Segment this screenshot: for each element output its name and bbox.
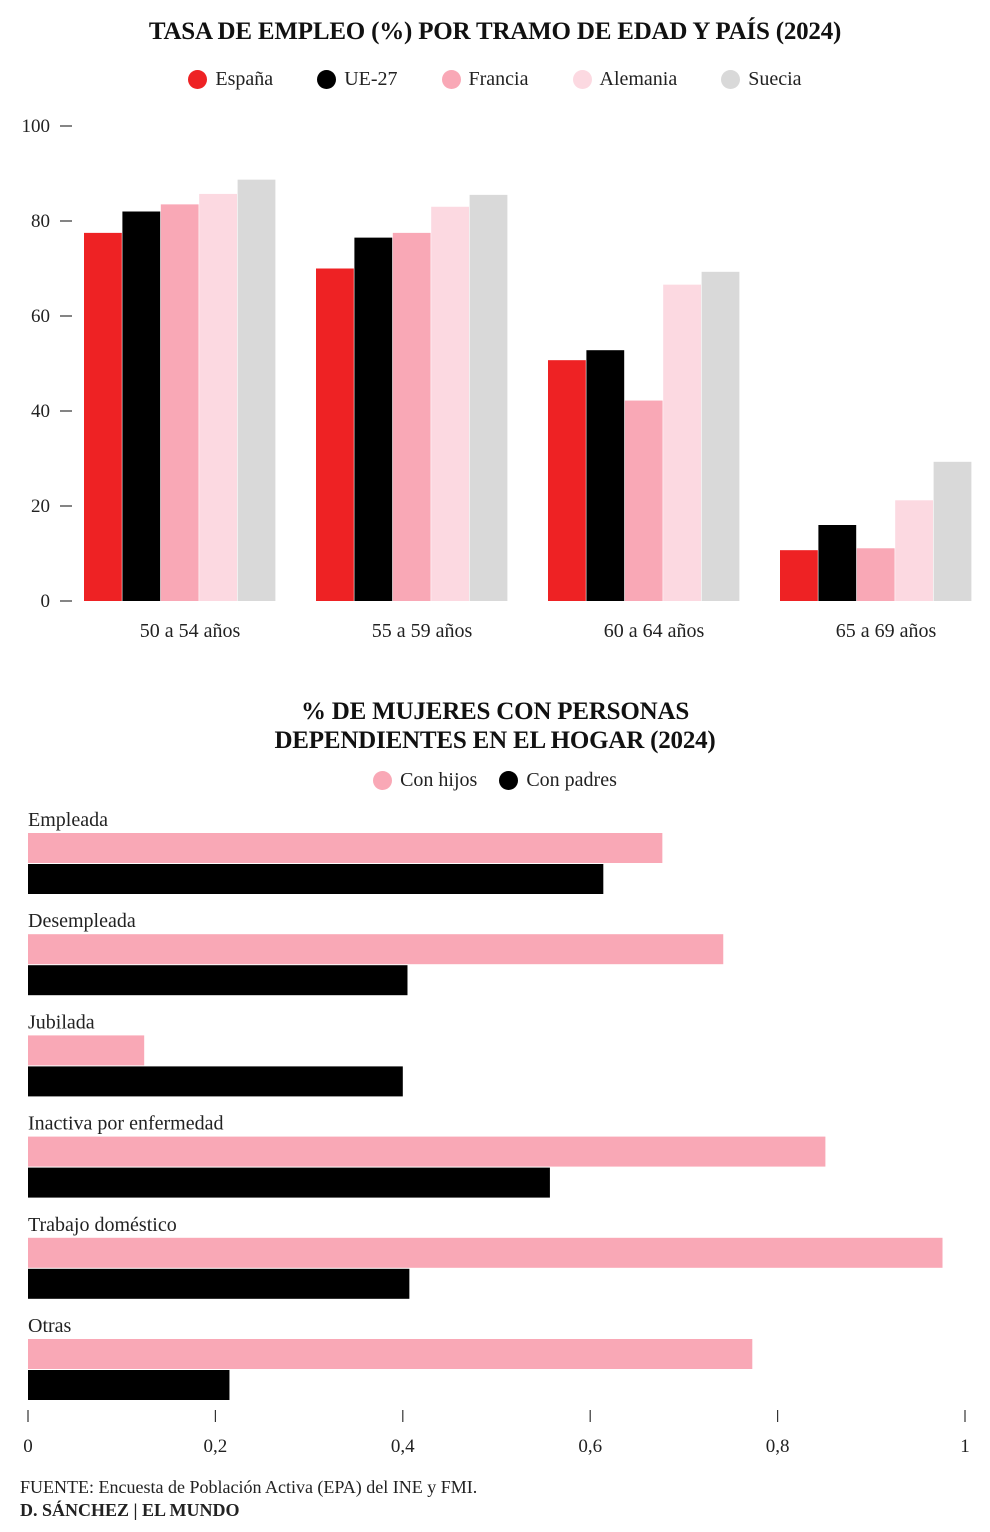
y-category-label: Jubilada bbox=[28, 1011, 95, 1033]
y-tick-label: 80 bbox=[31, 211, 50, 232]
bar-ue-27 bbox=[586, 350, 625, 601]
y-tick-label: 100 bbox=[22, 116, 51, 137]
bar-francia bbox=[160, 204, 199, 601]
legend-item-espana: España bbox=[188, 68, 273, 91]
x-tick-label: 0,6 bbox=[578, 1436, 602, 1457]
legend-item-alemania: Alemania bbox=[572, 68, 678, 91]
x-tick-label: 0 bbox=[23, 1436, 33, 1457]
chart2-legend: Con hijos Con padres bbox=[0, 769, 990, 792]
chart2-title-line-1: % DE MUJERES CON PERSONAS bbox=[300, 698, 690, 725]
chart1-title: TASA DE EMPLEO (%) POR TRAMO DE EDAD Y P… bbox=[148, 18, 842, 45]
x-category-label: 50 a 54 años bbox=[140, 620, 241, 642]
legend-swatch bbox=[317, 70, 337, 89]
y-category-label: Desempleada bbox=[28, 910, 136, 932]
source-note: FUENTE: Encuesta de Población Activa (EP… bbox=[20, 1477, 477, 1498]
legend-label: UE-27 bbox=[344, 68, 398, 90]
legend-swatch bbox=[721, 70, 741, 89]
x-tick-label: 0,4 bbox=[391, 1436, 415, 1457]
legend-item-con-padres: Con padres bbox=[499, 769, 617, 792]
legend-swatch bbox=[373, 771, 393, 790]
source-text: Encuesta de Población Activa (EPA) del I… bbox=[94, 1477, 478, 1497]
legend-swatch bbox=[188, 70, 208, 89]
bar-alemania bbox=[663, 284, 701, 601]
credit: D. SÁNCHEZ | EL MUNDO bbox=[20, 1500, 240, 1520]
employment-bar-chart: 0 20 40 60 80 100 50 a 54 años 55 a 59 años 60 a… bbox=[22, 116, 972, 642]
bar-ue-27 bbox=[122, 211, 161, 601]
legend-swatch bbox=[572, 70, 592, 89]
bar-con-hijos bbox=[28, 934, 724, 965]
y-tick-label: 60 bbox=[31, 306, 50, 327]
x-tick-label: 0,2 bbox=[204, 1436, 228, 1457]
x-category-label: 60 a 64 años bbox=[604, 620, 705, 642]
chart1-legend: España UE-27 Francia Alemania Suecia bbox=[0, 68, 990, 91]
bar-suecia bbox=[237, 179, 276, 602]
bar-con-padres bbox=[28, 1370, 230, 1400]
legend-label: Alemania bbox=[599, 68, 678, 90]
bar-alemania bbox=[431, 206, 469, 601]
bar-espa-a bbox=[84, 232, 122, 601]
bar-suecia bbox=[469, 194, 508, 601]
bar-francia bbox=[856, 548, 895, 601]
bar-espa-a bbox=[316, 268, 354, 601]
bar-con-hijos bbox=[28, 1136, 826, 1167]
bar-con-padres bbox=[28, 864, 604, 894]
bar-con-hijos bbox=[28, 1035, 145, 1066]
legend-item-francia: Francia bbox=[441, 68, 529, 91]
legend-item-con-hijos: Con hijos bbox=[373, 769, 477, 792]
bar-suecia bbox=[933, 461, 972, 601]
x-category-label: 55 a 59 años bbox=[372, 620, 473, 642]
bar-ue-27 bbox=[354, 237, 393, 601]
bar-espa-a bbox=[780, 550, 818, 601]
legend-item-suecia: Suecia bbox=[721, 68, 802, 91]
bar-alemania bbox=[199, 193, 237, 602]
y-category-label: Inactiva por enfermedad bbox=[28, 1113, 223, 1135]
y-tick-label: 40 bbox=[31, 401, 50, 422]
legend-label: Suecia bbox=[748, 68, 802, 90]
y-tick-label: 0 bbox=[41, 591, 51, 612]
bar-ue-27 bbox=[818, 525, 857, 601]
x-tick-label: 0,8 bbox=[766, 1436, 790, 1457]
legend-label: España bbox=[215, 68, 274, 90]
legend-swatch bbox=[441, 70, 461, 89]
bar-francia bbox=[392, 232, 431, 601]
legend-label: Francia bbox=[468, 68, 529, 90]
x-tick-label: 1 bbox=[960, 1436, 970, 1457]
x-category-label: 65 a 69 años bbox=[836, 620, 937, 642]
bar-suecia bbox=[701, 271, 740, 601]
legend-item-ue27: UE-27 bbox=[317, 68, 398, 91]
bar-espa-a bbox=[548, 360, 586, 601]
y-tick-label: 20 bbox=[31, 496, 50, 517]
legend-label: Con hijos bbox=[400, 769, 478, 791]
bar-con-padres bbox=[28, 1066, 403, 1097]
bar-con-padres bbox=[28, 1167, 550, 1198]
bar-francia bbox=[624, 400, 663, 601]
bar-con-hijos bbox=[28, 1237, 943, 1268]
bar-alemania bbox=[895, 500, 933, 601]
bar-con-hijos bbox=[28, 833, 663, 863]
y-category-label: Empleada bbox=[28, 809, 108, 831]
y-category-label: Otras bbox=[28, 1315, 72, 1337]
bar-con-padres bbox=[28, 965, 408, 996]
bar-con-hijos bbox=[28, 1339, 753, 1369]
chart2-title-line-2: DEPENDIENTES EN EL HOGAR (2024) bbox=[274, 727, 716, 754]
bar-con-padres bbox=[28, 1268, 410, 1299]
legend-swatch bbox=[499, 771, 519, 790]
y-category-label: Trabajo doméstico bbox=[28, 1214, 177, 1236]
source-label: FUENTE: bbox=[20, 1477, 94, 1497]
legend-label: Con padres bbox=[526, 769, 617, 791]
